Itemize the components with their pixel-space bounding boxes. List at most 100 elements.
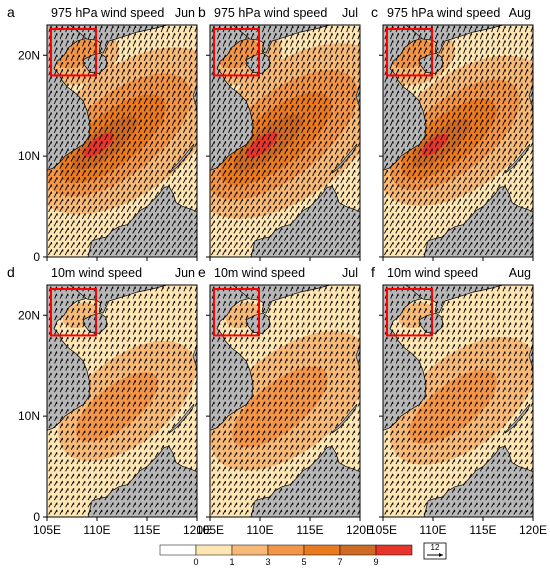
wind-arrow	[211, 141, 215, 148]
wind-arrow	[98, 69, 103, 76]
wind-arrow	[177, 241, 182, 249]
wind-arrow	[295, 220, 300, 227]
wind-arrow	[233, 148, 238, 155]
wind-arrow	[250, 169, 255, 177]
wind-arrow	[284, 61, 288, 69]
wind-arrow	[440, 69, 444, 76]
wind-arrow	[149, 213, 153, 220]
wind-arrow	[160, 249, 165, 256]
wind-arrow	[323, 234, 328, 241]
wind-arrow	[222, 177, 227, 184]
wind-arrow	[462, 198, 467, 205]
wind-arrow	[306, 213, 311, 220]
wind-arrow	[457, 162, 461, 169]
wind-arrow	[233, 155, 238, 162]
wind-arrow	[513, 40, 517, 47]
wind-arrow	[194, 198, 197, 205]
wind-arrow	[182, 162, 187, 169]
wind-arrow	[295, 25, 299, 33]
wind-arrow	[451, 177, 456, 184]
panel-field	[210, 25, 360, 257]
wind-arrow	[70, 76, 75, 83]
wind-arrow	[306, 54, 311, 61]
wind-arrow	[244, 105, 249, 112]
wind-arrow	[267, 90, 271, 97]
wind-arrow	[507, 119, 512, 126]
wind-arrow	[250, 141, 255, 148]
wind-arrow	[126, 241, 131, 249]
wind-arrow	[76, 249, 81, 256]
wind-arrow	[126, 169, 131, 177]
wind-arrow	[104, 191, 109, 198]
wind-arrow	[485, 25, 489, 33]
wind-arrow	[423, 133, 428, 141]
wind-arrow	[48, 133, 52, 141]
wind-arrow	[110, 33, 114, 40]
wind-arrow	[490, 141, 495, 148]
wind-arrow	[228, 141, 232, 148]
wind-arrow	[490, 213, 495, 220]
wind-arrow	[479, 126, 484, 133]
wind-arrow	[81, 198, 86, 205]
wind-arrow	[468, 133, 473, 141]
wind-arrow	[524, 97, 529, 105]
wind-arrow	[267, 220, 272, 227]
wind-arrow	[110, 97, 114, 105]
wind-arrow	[115, 241, 120, 249]
wind-arrow	[272, 220, 277, 227]
wind-arrow	[457, 177, 461, 184]
wind-arrow	[132, 213, 137, 220]
wind-arrow	[345, 169, 350, 177]
wind-arrow	[351, 90, 356, 97]
wind-arrow	[423, 155, 428, 162]
wind-arrow	[87, 90, 92, 97]
wind-arrow	[295, 234, 300, 241]
wind-arrow	[457, 61, 461, 69]
wind-arrow	[300, 198, 305, 205]
wind-arrow	[340, 69, 344, 76]
wind-arrow	[216, 184, 221, 191]
wind-arrow	[479, 133, 484, 141]
wind-arrow	[485, 213, 489, 220]
wind-arrow	[104, 227, 109, 234]
wind-arrow	[166, 54, 170, 61]
wind-arrow	[524, 155, 529, 162]
wind-arrow	[132, 234, 137, 241]
wind-arrow	[104, 148, 109, 155]
wind-arrow	[81, 220, 86, 227]
wind-arrow	[412, 83, 416, 90]
wind-arrow	[406, 205, 411, 213]
wind-arrow	[121, 105, 125, 112]
wind-arrow	[267, 40, 271, 47]
wind-arrow	[143, 234, 148, 241]
wind-arrow	[389, 47, 394, 54]
wind-arrow	[87, 97, 92, 105]
wind-arrow	[524, 162, 529, 169]
wind-arrow	[273, 112, 277, 119]
wind-arrow	[160, 191, 165, 198]
wind-arrow	[227, 241, 232, 249]
wind-arrow	[188, 83, 193, 90]
wind-arrow	[507, 155, 512, 162]
wind-arrow	[278, 162, 283, 169]
wind-arrow	[357, 184, 360, 191]
wind-arrow	[59, 234, 64, 241]
wind-arrow	[345, 148, 350, 155]
wind-arrow	[154, 205, 159, 213]
wind-arrow	[188, 148, 193, 155]
wind-arrow	[351, 198, 356, 205]
wind-arrow	[278, 105, 283, 112]
wind-arrow	[301, 119, 305, 126]
wind-arrow	[384, 184, 388, 191]
wind-arrow	[479, 162, 484, 169]
wind-arrow	[345, 213, 350, 220]
wind-arrow	[233, 198, 238, 205]
wind-arrow	[160, 33, 164, 40]
wind-arrow	[513, 126, 517, 133]
wind-arrow	[171, 33, 176, 40]
wind-arrow	[98, 227, 103, 234]
wind-arrow	[491, 61, 495, 69]
wind-arrow	[318, 25, 322, 33]
wind-arrow	[440, 90, 444, 97]
